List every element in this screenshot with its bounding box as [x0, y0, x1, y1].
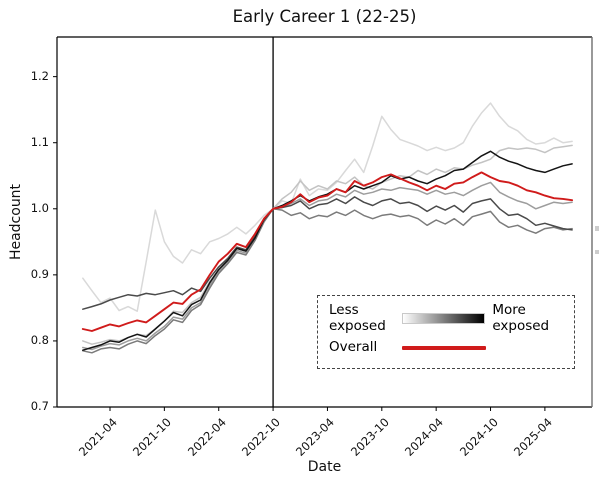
- series-line-exposure-quantile-3: [82, 181, 573, 351]
- legend-gradient-row: Less exposed More exposed: [329, 302, 564, 335]
- y-tick-label: 1.0: [30, 200, 49, 215]
- series-line-exposure-quantile-6-most-exposed: [82, 150, 573, 351]
- y-tick-label: 1.1: [30, 134, 49, 149]
- legend: Less exposed More exposed Overall: [317, 295, 575, 369]
- y-tick-label: 0.7: [30, 399, 49, 413]
- series-line-exposure-quantile-4: [82, 208, 573, 354]
- series-line-overall: [81, 171, 574, 332]
- y-tick-label: 1.2: [30, 68, 49, 83]
- exposure-gradient-bar: [401, 313, 486, 325]
- chart-title: Early Career 1 (22-25): [232, 7, 417, 26]
- y-tick-label: 0.9: [30, 266, 49, 281]
- legend-overall-line-sample: [402, 346, 486, 350]
- legend-overall-row: Overall: [329, 338, 564, 356]
- legend-less-exposed-label: Less exposed: [329, 302, 386, 334]
- legend-overall-label: Overall: [329, 338, 378, 355]
- legend-more-exposed-label: More exposed: [492, 302, 550, 334]
- series-line-exposure-quantile-1-least-exposed: [82, 102, 573, 312]
- series-line-exposure-quantile-5: [82, 196, 573, 310]
- cropped-neighbor-text-artifact: [595, 250, 599, 254]
- x-axis-label: Date: [307, 459, 342, 475]
- y-tick-label: 0.8: [30, 332, 49, 347]
- cropped-neighbor-text-artifact: [595, 226, 599, 231]
